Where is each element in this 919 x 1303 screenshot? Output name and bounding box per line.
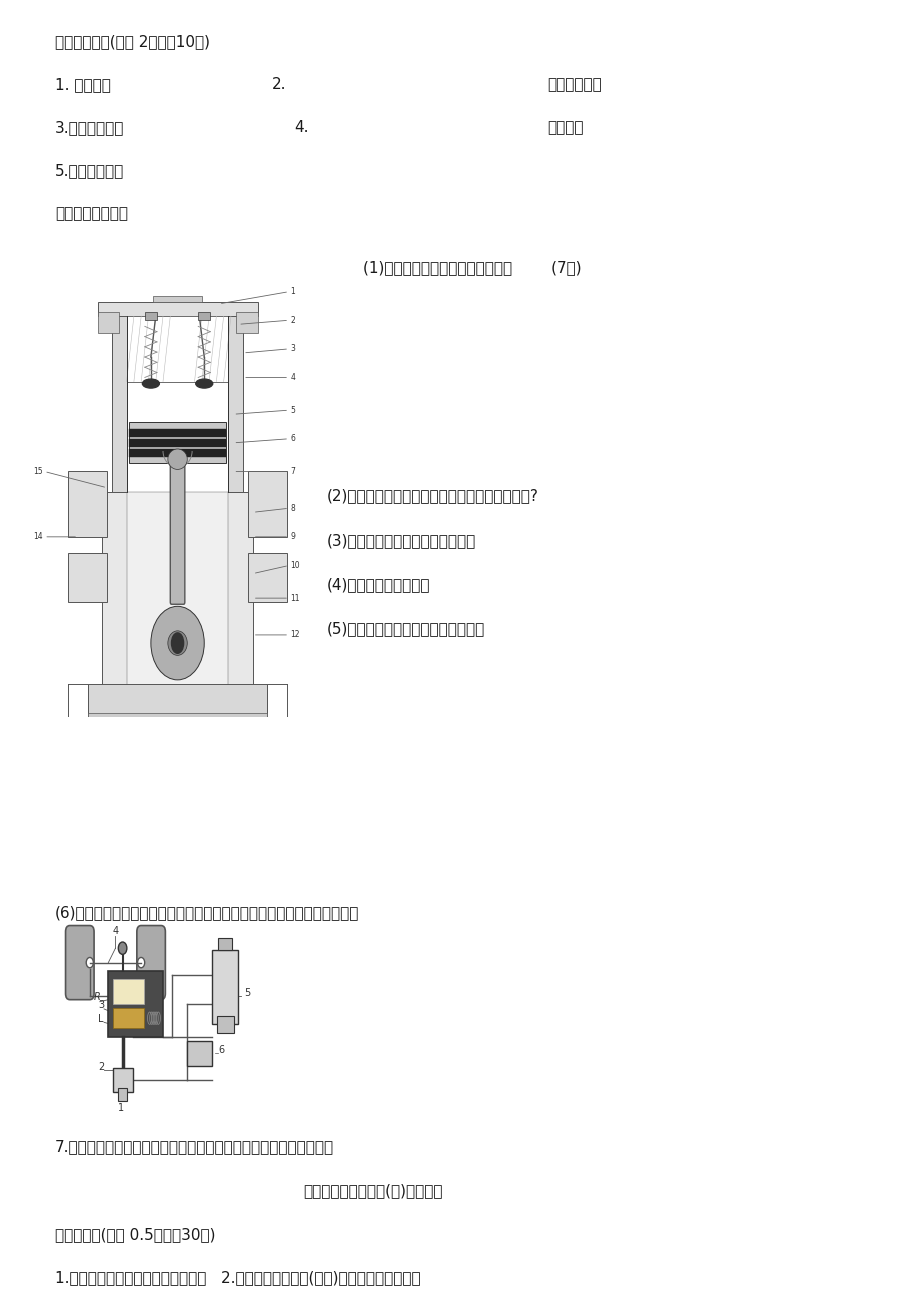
Bar — [97, 302, 257, 317]
FancyBboxPatch shape — [170, 461, 185, 605]
Bar — [68, 554, 108, 602]
Text: 主销后倾: 主销后倾 — [547, 120, 584, 136]
Text: R: R — [94, 992, 101, 1002]
Text: 1.发动机；底盘；车身；电气设备。   2.进气；压缩；做功(膨胀)；排气；工作循环。: 1.发动机；底盘；车身；电气设备。 2.进气；压缩；做功(膨胀)；排气；工作循环… — [55, 1270, 420, 1286]
Bar — [112, 979, 143, 1003]
Circle shape — [138, 958, 144, 968]
Text: 2: 2 — [98, 1062, 105, 1071]
Circle shape — [86, 958, 93, 968]
Bar — [247, 554, 287, 602]
Bar — [102, 491, 253, 717]
Text: 2.: 2. — [271, 77, 286, 93]
Bar — [119, 1088, 127, 1101]
Bar — [218, 938, 233, 950]
Text: L: L — [98, 1014, 104, 1024]
Text: 7.试叙述液力双腔式制动主缸在某一腔控制回路失效时的工作情况。: 7.试叙述液力双腔式制动主缸在某一腔控制回路失效时的工作情况。 — [55, 1139, 334, 1154]
Circle shape — [119, 942, 127, 954]
Text: 14: 14 — [33, 533, 43, 541]
Bar — [97, 311, 119, 332]
Text: (6)如图为液压动力转向示意图，说出该系统各组成的名称及其工作原理。: (6)如图为液压动力转向示意图，说出该系统各组成的名称及其工作原理。 — [55, 906, 359, 921]
Text: 五、问答及论述题: 五、问答及论述题 — [55, 206, 128, 222]
Text: 2: 2 — [290, 315, 295, 324]
Bar — [127, 317, 228, 382]
Text: (4)润滑系有哪些作用？: (4)润滑系有哪些作用？ — [326, 577, 430, 593]
Text: 《汽车构造》自测题(一)参考答案: 《汽车构造》自测题(一)参考答案 — [303, 1183, 443, 1199]
Circle shape — [171, 633, 184, 653]
Text: 6: 6 — [218, 1045, 224, 1055]
Text: 15: 15 — [33, 466, 43, 476]
Bar — [153, 296, 201, 302]
Bar — [68, 472, 108, 537]
Bar — [87, 713, 267, 717]
Text: (1)填写出下图各序号的零件名称。        (7分): (1)填写出下图各序号的零件名称。 (7分) — [363, 261, 582, 276]
Bar — [112, 317, 243, 382]
Ellipse shape — [167, 450, 187, 469]
Bar — [112, 317, 127, 491]
Text: 5: 5 — [290, 405, 295, 414]
Ellipse shape — [167, 631, 187, 655]
Text: (2)主供油筱的作用是什么？它在哪些工况下工作?: (2)主供油筱的作用是什么？它在哪些工况下工作? — [326, 489, 538, 504]
Text: 3: 3 — [290, 344, 295, 353]
Bar — [217, 1016, 233, 1032]
Text: 柱塞有效行程: 柱塞有效行程 — [547, 77, 602, 93]
Text: 4: 4 — [112, 926, 119, 936]
Text: 3.冷却水大循环: 3.冷却水大循环 — [55, 120, 124, 136]
Text: 4: 4 — [290, 373, 295, 382]
Bar — [129, 429, 226, 437]
Bar — [129, 450, 226, 457]
Text: 5.可逆式转向器: 5.可逆式转向器 — [55, 163, 124, 179]
FancyBboxPatch shape — [137, 925, 165, 999]
Text: 10: 10 — [290, 562, 300, 569]
Text: (5)离合器蹯板为什么要有自由行程？: (5)离合器蹯板为什么要有自由行程？ — [326, 622, 484, 637]
Ellipse shape — [196, 379, 212, 388]
Bar — [127, 491, 228, 717]
FancyBboxPatch shape — [65, 925, 94, 999]
Text: 一、填空题(每空 0.5分，全30分): 一、填空题(每空 0.5分，全30分) — [55, 1227, 215, 1243]
Bar — [247, 472, 287, 537]
Bar — [198, 311, 210, 321]
Bar — [212, 950, 238, 1024]
Text: 3: 3 — [98, 999, 105, 1010]
Bar — [187, 1041, 212, 1066]
Text: 5: 5 — [244, 988, 250, 998]
Text: 11: 11 — [290, 594, 300, 602]
Text: 6: 6 — [290, 434, 295, 443]
Text: 8: 8 — [290, 504, 295, 512]
Text: (3)怎样调整噴油泵的供油提前角？: (3)怎样调整噴油泵的供油提前角？ — [326, 533, 475, 549]
Text: 12: 12 — [290, 631, 300, 640]
Text: 4.: 4. — [294, 120, 309, 136]
Text: 四、解释术语(每题 2分，全10分): 四、解释术语(每题 2分，全10分) — [55, 34, 210, 50]
Bar — [228, 317, 243, 491]
Bar — [129, 439, 226, 447]
Text: 1: 1 — [290, 287, 295, 296]
Text: 1. 气门间隙: 1. 气门间隙 — [55, 77, 111, 93]
Bar — [112, 1009, 143, 1028]
Bar — [112, 1067, 132, 1092]
Bar — [108, 971, 163, 1037]
Bar — [144, 311, 157, 321]
Text: 7: 7 — [290, 466, 295, 476]
Text: 1: 1 — [119, 1102, 124, 1113]
Text: 9: 9 — [290, 533, 295, 541]
Bar — [235, 311, 257, 332]
Ellipse shape — [142, 379, 159, 388]
Bar — [87, 684, 267, 717]
Bar — [129, 422, 226, 464]
Ellipse shape — [151, 606, 204, 680]
